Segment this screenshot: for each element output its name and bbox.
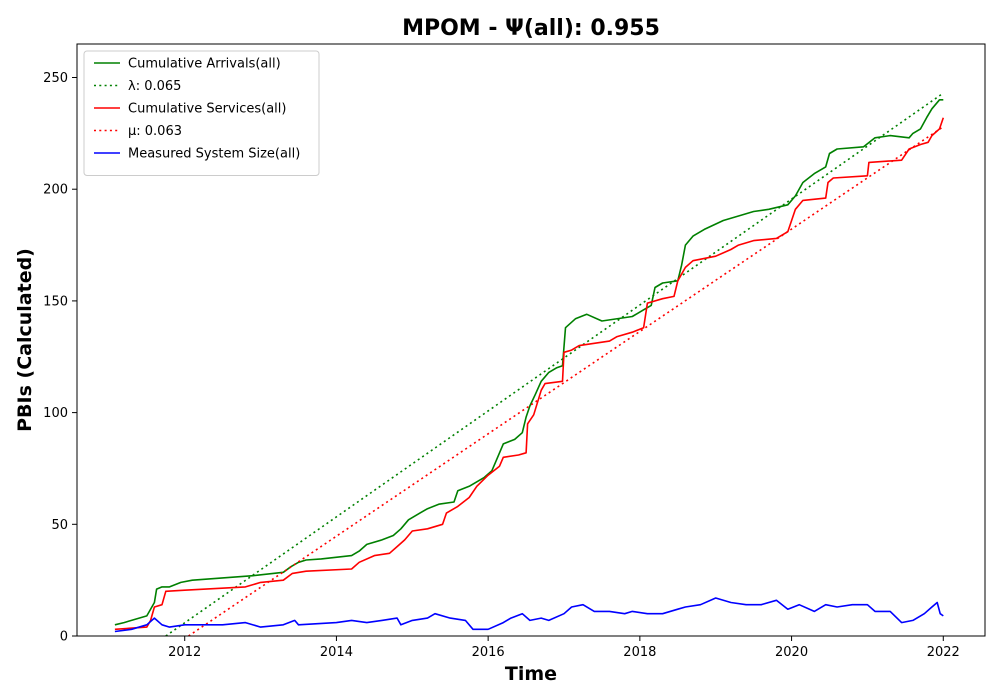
legend-label-0-063: μ: 0.063 [128, 124, 182, 139]
y-axis-label: PBIs (Calculated) [14, 248, 36, 432]
legend-label-cumulative-arrivals-all: Cumulative Arrivals(all) [128, 57, 281, 72]
x-tick-label: 2018 [623, 645, 656, 660]
y-tick-label: 200 [43, 183, 68, 198]
legend-box [83, 50, 320, 176]
x-tick-label: 2020 [775, 645, 808, 660]
x-tick-label: 2016 [472, 645, 505, 660]
x-tick-label: 2022 [927, 645, 960, 660]
plot-frame [76, 43, 986, 637]
chart-title: MPOM - Ψ(all): 0.955 [402, 16, 660, 41]
series-line-measured-system-size-all [114, 597, 944, 633]
y-tick-label: 250 [43, 71, 68, 86]
y-tick-label: 150 [43, 294, 68, 309]
series-line-0-065 [165, 92, 944, 636]
x-axis: 2012 2014 2016 2018 2020 2022 [168, 636, 960, 660]
series-line-0-063 [188, 126, 944, 636]
y-tick-label: 100 [43, 406, 68, 421]
series-line-cumulative-services-all [114, 117, 945, 631]
legend-label-measured-system-size-all: Measured System Size(all) [128, 147, 300, 162]
y-tick-label: 0 [60, 630, 68, 645]
x-tick-label: 2014 [320, 645, 353, 660]
x-axis-label: Time [505, 663, 557, 685]
legend-label-0-065: λ: 0.065 [128, 79, 181, 94]
y-tick-label: 50 [51, 518, 68, 533]
plot-area [114, 92, 945, 636]
legend-label-cumulative-services-all: Cumulative Services(all) [128, 102, 286, 117]
series-line-cumulative-arrivals-all [114, 99, 944, 626]
x-tick-label: 2012 [168, 645, 201, 660]
y-axis: 0 50 100 150 200 250 [43, 71, 77, 645]
legend: Cumulative Arrivals(all) λ: 0.065 Cumulati… [83, 50, 320, 176]
